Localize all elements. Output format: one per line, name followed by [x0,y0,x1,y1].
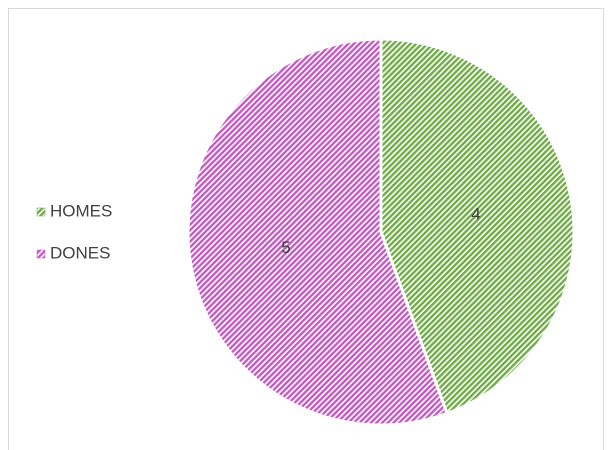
data-label: 4 [471,205,480,224]
legend-swatch [36,207,46,217]
pie-slice [379,37,576,416]
legend-label: HOMES [50,201,112,220]
legend-label: DONES [50,243,110,262]
pie-slice [186,37,449,427]
data-label: 5 [281,238,290,257]
legend-swatch [36,249,46,259]
